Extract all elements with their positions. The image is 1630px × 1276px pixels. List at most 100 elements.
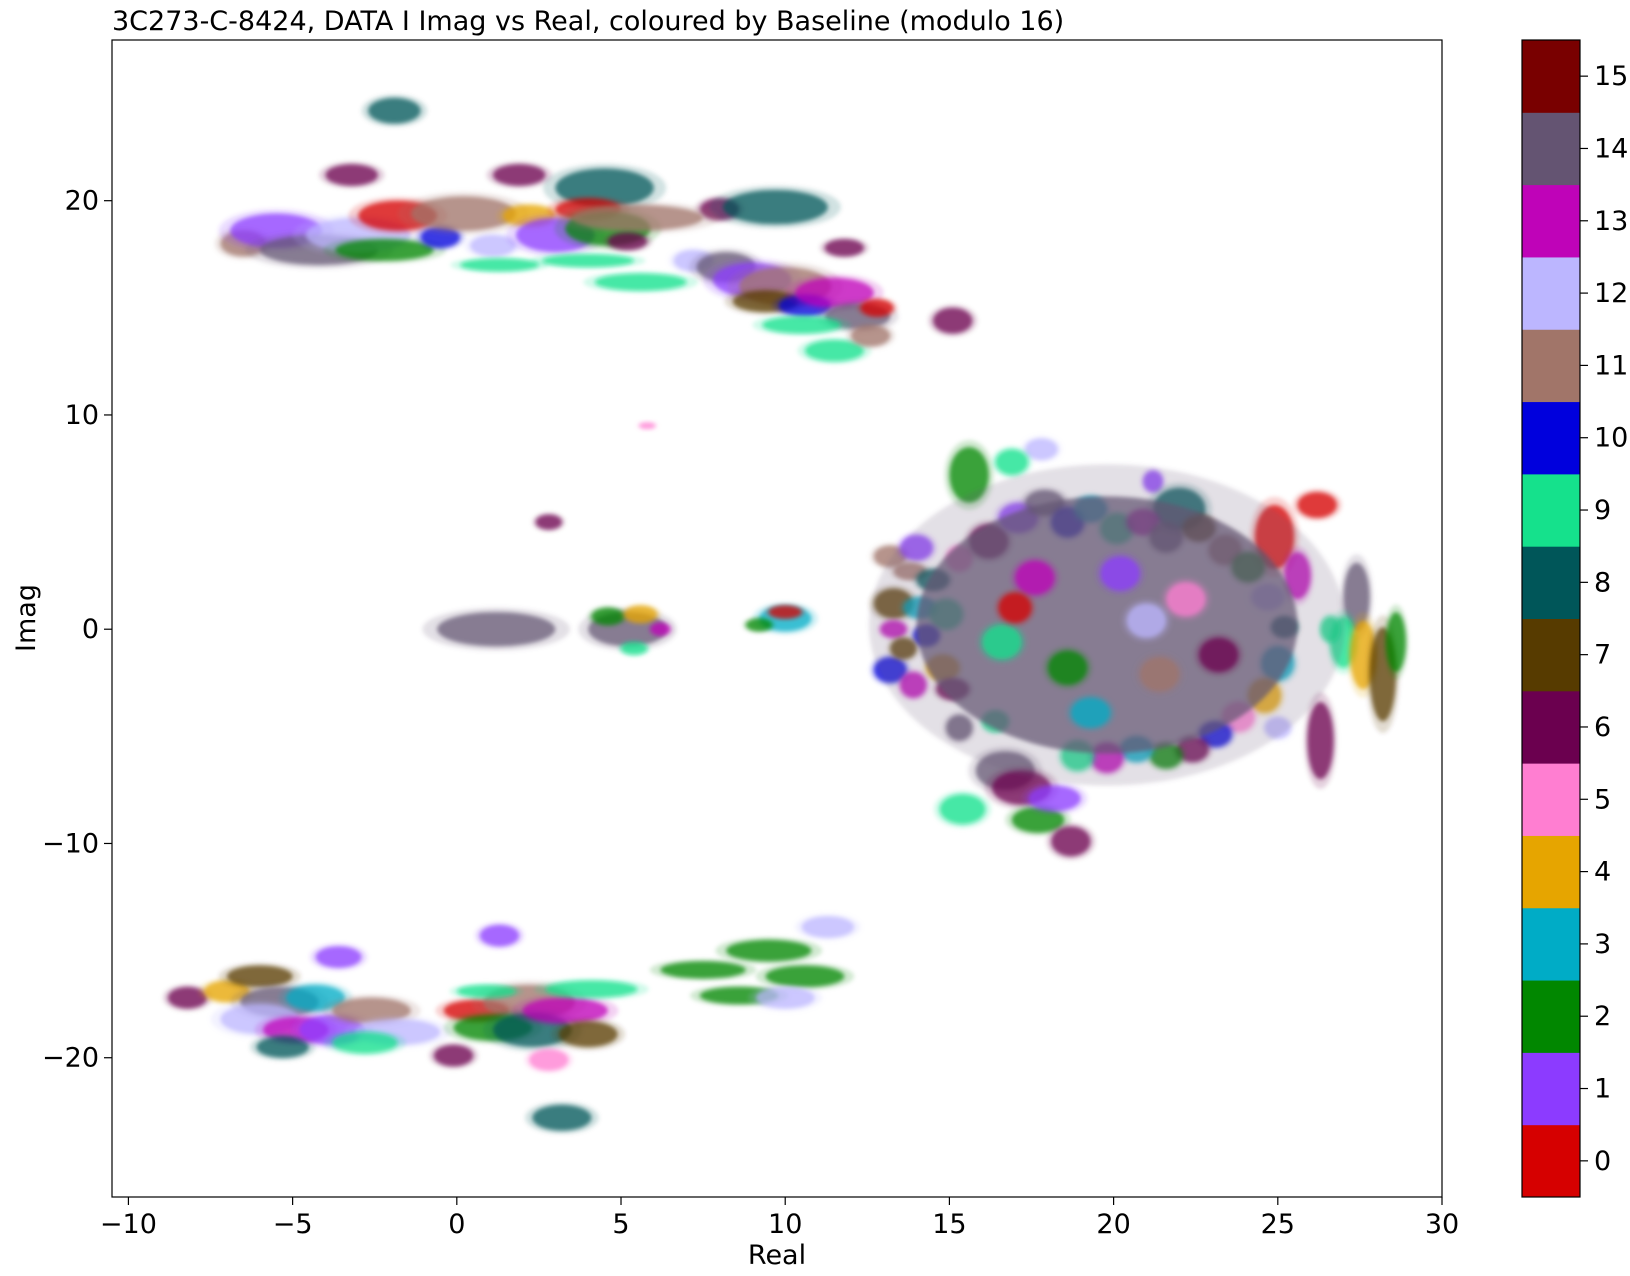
- point-cluster: [856, 297, 898, 319]
- point-cluster: [450, 256, 549, 274]
- point-cluster: [361, 94, 428, 127]
- point-cluster: [742, 616, 776, 633]
- colorbar-swatch: [1522, 1124, 1580, 1198]
- colorbar-tick-label: 15: [1594, 61, 1628, 92]
- colorbar-swatch: [1522, 980, 1580, 1053]
- colorbar-tick-label: 8: [1594, 567, 1611, 598]
- point-cluster: [755, 962, 855, 990]
- point-cluster: [1020, 435, 1062, 463]
- y-axis-label: Imag: [11, 584, 42, 652]
- point-cluster: [532, 512, 566, 532]
- colorbar-tick-label: 4: [1594, 857, 1611, 888]
- point-cluster: [1383, 604, 1409, 680]
- colorbar-frame: [1521, 39, 1581, 1198]
- data-points: [162, 94, 1409, 1134]
- colorbar-tick-label: 12: [1594, 278, 1628, 309]
- point-cluster: [1065, 694, 1116, 732]
- point-cluster: [795, 913, 861, 941]
- colorbar-tick-label: 11: [1594, 350, 1628, 381]
- colorbar-swatch: [1522, 40, 1580, 113]
- point-cluster: [1292, 488, 1342, 522]
- point-cluster: [428, 1042, 479, 1069]
- colorbar-swatch: [1522, 907, 1580, 981]
- x-tick-label: 20: [1096, 1209, 1130, 1240]
- colorbar-swatch: [1522, 618, 1580, 692]
- point-cluster: [583, 271, 699, 293]
- colorbar-swatch: [1522, 184, 1580, 258]
- point-cluster: [524, 1046, 574, 1074]
- y-tick-label: −20: [42, 1043, 99, 1074]
- point-cluster: [819, 237, 869, 259]
- x-tick-label: 5: [612, 1209, 629, 1240]
- point-cluster: [1021, 782, 1088, 815]
- colorbar-swatch: [1522, 112, 1580, 186]
- point-cluster: [602, 230, 653, 253]
- colorbar-swatch: [1522, 329, 1580, 403]
- x-tick-label: 25: [1261, 1209, 1295, 1240]
- point-cluster: [318, 161, 385, 189]
- point-cluster: [555, 201, 720, 234]
- plot-frame: [111, 39, 1443, 1198]
- colorbar-tick-label: 5: [1594, 784, 1611, 815]
- colorbar-swatch: [1522, 473, 1580, 547]
- point-cluster: [474, 922, 525, 949]
- x-axis-label: Real: [748, 1240, 806, 1271]
- colorbar-tick-label: 1: [1594, 1074, 1611, 1105]
- colorbar-tick-label: 10: [1594, 423, 1628, 454]
- point-cluster: [845, 322, 896, 350]
- point-cluster: [991, 446, 1033, 479]
- colorbar-swatch: [1522, 401, 1580, 475]
- y-tick-label: 0: [82, 614, 99, 645]
- point-cluster: [1046, 822, 1096, 861]
- point-cluster: [715, 937, 823, 964]
- x-axis: −10 −5 0 5 10 15 20 25 30: [100, 1197, 1459, 1240]
- x-tick-label: 30: [1425, 1209, 1459, 1240]
- point-cluster: [977, 620, 1027, 664]
- y-tick-label: 20: [65, 186, 99, 217]
- x-tick-label: −10: [100, 1209, 157, 1240]
- x-tick-label: 0: [448, 1209, 465, 1240]
- point-cluster: [748, 984, 823, 1012]
- colorbar-swatch: [1522, 546, 1580, 619]
- point-cluster: [422, 607, 571, 651]
- point-cluster: [449, 983, 524, 1000]
- point-cluster: [1010, 556, 1060, 600]
- point-cluster: [1134, 652, 1185, 696]
- y-axis: −20 −10 0 10 20: [42, 186, 112, 1074]
- point-cluster: [994, 589, 1036, 627]
- colorbar-tick-label: 6: [1594, 712, 1611, 743]
- point-cluster: [709, 185, 842, 229]
- colorbar-tick-label: 14: [1594, 133, 1628, 164]
- x-tick-label: 15: [932, 1209, 966, 1240]
- point-cluster: [637, 421, 658, 430]
- point-cluster: [1043, 646, 1093, 690]
- point-cluster: [617, 640, 651, 657]
- point-cluster: [530, 252, 646, 269]
- point-cluster: [648, 621, 673, 638]
- colorbar-tick-label: 9: [1594, 495, 1611, 526]
- chart-title: 3C273-C-8424, DATA I Imag vs Real, colou…: [112, 6, 1064, 37]
- point-cluster: [1304, 692, 1337, 789]
- point-cluster: [587, 605, 629, 628]
- colorbar-tick-label: 13: [1594, 206, 1628, 237]
- colorbar-swatch: [1522, 1052, 1580, 1126]
- point-cluster: [218, 962, 301, 990]
- point-cluster: [533, 978, 649, 1000]
- point-cluster: [397, 192, 530, 235]
- point-cluster: [322, 236, 447, 264]
- point-cluster: [551, 1018, 626, 1051]
- point-cluster: [928, 304, 978, 337]
- colorbar-swatch: [1522, 835, 1580, 909]
- colorbar-tick-label: 7: [1594, 640, 1611, 671]
- point-cluster: [1194, 633, 1244, 677]
- x-tick-label: −5: [273, 1209, 313, 1240]
- point-cluster: [1121, 599, 1172, 643]
- point-cluster: [620, 603, 662, 625]
- point-cluster: [309, 943, 368, 971]
- point-cluster: [649, 959, 757, 981]
- point-cluster: [486, 161, 553, 189]
- colorbar-swatch: [1522, 763, 1580, 836]
- colorbar-tick-label: 0: [1594, 1146, 1611, 1177]
